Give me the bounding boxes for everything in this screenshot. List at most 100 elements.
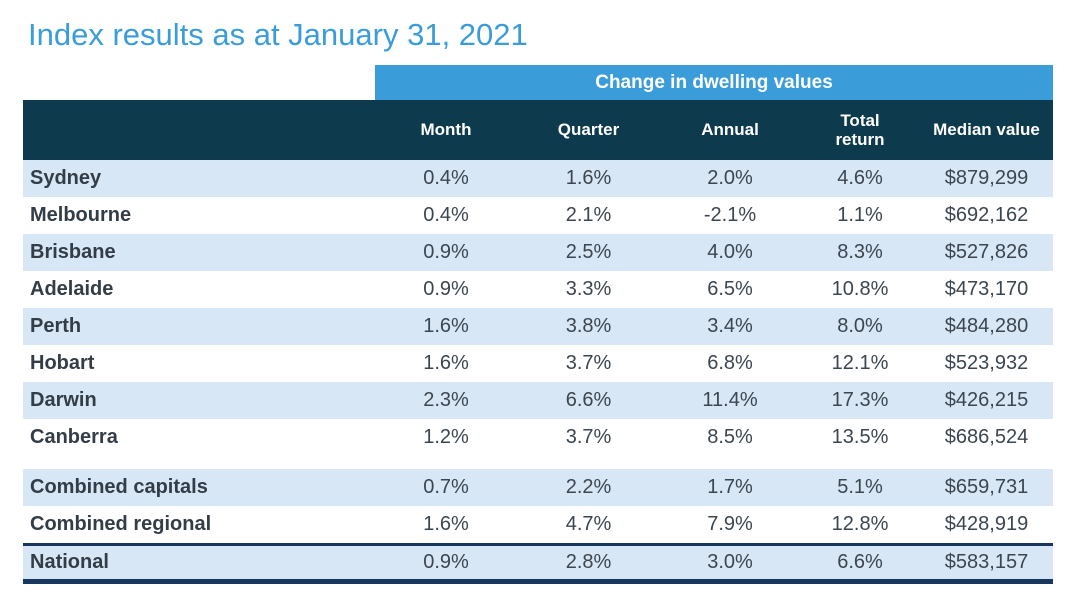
row-value-total-return: 12.1% xyxy=(831,352,889,375)
row-label: Adelaide xyxy=(30,278,114,301)
row-label: Canberra xyxy=(30,426,118,449)
table-row: National 0.9% 2.8% 3.0% 6.6% $583,157 xyxy=(23,543,1053,585)
table-row: Brisbane 0.9% 2.5% 4.0% 8.3% $527,826 xyxy=(23,234,1053,272)
row-label: Sydney xyxy=(30,167,102,190)
row-value-month: 0.9% xyxy=(423,278,469,301)
row-label: National xyxy=(30,551,109,574)
column-header-median-value: Median value xyxy=(920,100,1053,160)
aggregate-rows-section: Combined capitals 0.7% 2.2% 1.7% 5.1% $659,73… xyxy=(23,469,1053,544)
row-value-median-value: $473,170 xyxy=(944,278,1029,301)
row-value-median-value: $583,157 xyxy=(944,551,1029,574)
row-value-median-value: $692,162 xyxy=(944,204,1029,227)
row-value-quarter: 3.8% xyxy=(565,315,612,338)
row-value-annual: 6.8% xyxy=(707,352,753,375)
group-header-spacer xyxy=(23,65,375,100)
column-header-quarter: Quarter xyxy=(517,100,660,160)
row-value-median-value: $426,215 xyxy=(944,389,1029,412)
row-value-total-return: 5.1% xyxy=(837,476,883,499)
row-value-total-return: 4.6% xyxy=(837,167,883,190)
group-header: Change in dwelling values xyxy=(375,65,1053,101)
row-label: Combined capitals xyxy=(30,476,208,499)
column-header-region xyxy=(23,100,375,160)
row-value-annual: 8.5% xyxy=(707,426,753,449)
row-value-median-value: $879,299 xyxy=(944,167,1029,190)
row-value-month: 0.4% xyxy=(423,204,469,227)
row-value-quarter: 3.7% xyxy=(565,426,612,449)
row-label: Combined regional xyxy=(30,513,212,536)
page-title: Index results as at January 31, 2021 xyxy=(28,17,528,52)
table-row: Perth 1.6% 3.8% 3.4% 8.0% $484,280 xyxy=(23,308,1053,346)
row-value-month: 1.6% xyxy=(423,513,469,536)
column-header-total-return-label: Total return xyxy=(835,110,885,150)
column-header-month-label: Month xyxy=(420,120,472,140)
row-value-total-return: 1.1% xyxy=(837,204,883,227)
row-value-quarter: 3.7% xyxy=(565,352,612,375)
row-value-annual: -2.1% xyxy=(703,204,757,227)
row-value-median-value: $686,524 xyxy=(944,426,1029,449)
column-header-annual-label: Annual xyxy=(701,120,759,140)
row-value-total-return: 6.6% xyxy=(837,551,883,574)
table-row: Combined capitals 0.7% 2.2% 1.7% 5.1% $659,73… xyxy=(23,469,1053,507)
group-header-row: Change in dwelling values xyxy=(23,65,1053,101)
row-value-annual: 3.0% xyxy=(707,551,753,574)
row-value-annual: 2.0% xyxy=(707,167,753,190)
row-value-month: 0.7% xyxy=(423,476,469,499)
row-value-quarter: 1.6% xyxy=(565,167,612,190)
row-label: Melbourne xyxy=(30,204,132,227)
row-value-month: 0.4% xyxy=(423,167,469,190)
report-page: Index results as at January 31, 2021 Cha… xyxy=(0,16,1068,585)
row-value-total-return: 13.5% xyxy=(831,426,889,449)
table-row: Melbourne 0.4% 2.1% -2.1% 1.1% $692,162 xyxy=(23,197,1053,235)
row-value-median-value: $484,280 xyxy=(944,315,1029,338)
table-row: Hobart 1.6% 3.7% 6.8% 12.1% $523,932 xyxy=(23,345,1053,383)
group-header-label: Change in dwelling values xyxy=(595,71,833,93)
row-value-quarter: 2.8% xyxy=(565,551,612,574)
row-value-month: 2.3% xyxy=(423,389,469,412)
row-value-total-return: 12.8% xyxy=(831,513,889,536)
city-rows-section: Sydney 0.4% 1.6% 2.0% 4.6% $879,299 Melbourne 0… xyxy=(23,160,1053,457)
row-value-total-return: 8.3% xyxy=(837,241,883,264)
row-value-total-return: 10.8% xyxy=(831,278,889,301)
table-row: Canberra 1.2% 3.7% 8.5% 13.5% $686,524 xyxy=(23,419,1053,457)
row-value-quarter: 2.1% xyxy=(565,204,612,227)
row-label: Perth xyxy=(30,315,82,338)
row-label: Hobart xyxy=(30,352,95,375)
row-value-quarter: 2.5% xyxy=(565,241,612,264)
row-value-month: 0.9% xyxy=(423,551,469,574)
row-value-annual: 1.7% xyxy=(707,476,753,499)
row-value-annual: 7.9% xyxy=(707,513,753,536)
column-header-month: Month xyxy=(375,100,517,160)
row-value-annual: 4.0% xyxy=(707,241,753,264)
column-header-total-return: Total return xyxy=(800,100,920,160)
section-gap xyxy=(23,456,1053,470)
row-value-median-value: $527,826 xyxy=(944,241,1029,264)
table-row: Combined regional 1.6% 4.7% 7.9% 12.8% $428,9… xyxy=(23,506,1053,544)
row-value-quarter: 2.2% xyxy=(565,476,612,499)
row-value-month: 1.6% xyxy=(423,352,469,375)
row-value-month: 0.9% xyxy=(423,241,469,264)
row-value-quarter: 6.6% xyxy=(565,389,612,412)
row-value-month: 1.6% xyxy=(423,315,469,338)
row-value-median-value: $523,932 xyxy=(944,352,1029,375)
row-value-total-return: 17.3% xyxy=(831,389,889,412)
row-value-annual: 6.5% xyxy=(707,278,753,301)
row-value-quarter: 3.3% xyxy=(565,278,612,301)
table-header-row: Month Quarter Annual Total return Median… xyxy=(23,100,1053,161)
row-value-total-return: 8.0% xyxy=(837,315,883,338)
row-value-month: 1.2% xyxy=(423,426,469,449)
row-value-quarter: 4.7% xyxy=(565,513,612,536)
row-value-annual: 3.4% xyxy=(707,315,753,338)
column-header-median-value-label: Median value xyxy=(933,120,1040,140)
row-label: Darwin xyxy=(30,389,97,412)
column-header-quarter-label: Quarter xyxy=(557,120,620,140)
column-header-annual: Annual xyxy=(660,100,800,160)
row-value-annual: 11.4% xyxy=(702,389,758,412)
row-label: Brisbane xyxy=(30,241,116,264)
table-row: Adelaide 0.9% 3.3% 6.5% 10.8% $473,170 xyxy=(23,271,1053,309)
national-row-section: National 0.9% 2.8% 3.0% 6.6% $583,157 xyxy=(23,543,1053,585)
table-row: Sydney 0.4% 1.6% 2.0% 4.6% $879,299 xyxy=(23,160,1053,198)
row-value-median-value: $428,919 xyxy=(944,513,1029,536)
row-value-median-value: $659,731 xyxy=(944,476,1029,499)
table-row: Darwin 2.3% 6.6% 11.4% 17.3% $426,215 xyxy=(23,382,1053,420)
index-results-table: Change in dwelling values Month Quarter … xyxy=(23,65,1053,585)
